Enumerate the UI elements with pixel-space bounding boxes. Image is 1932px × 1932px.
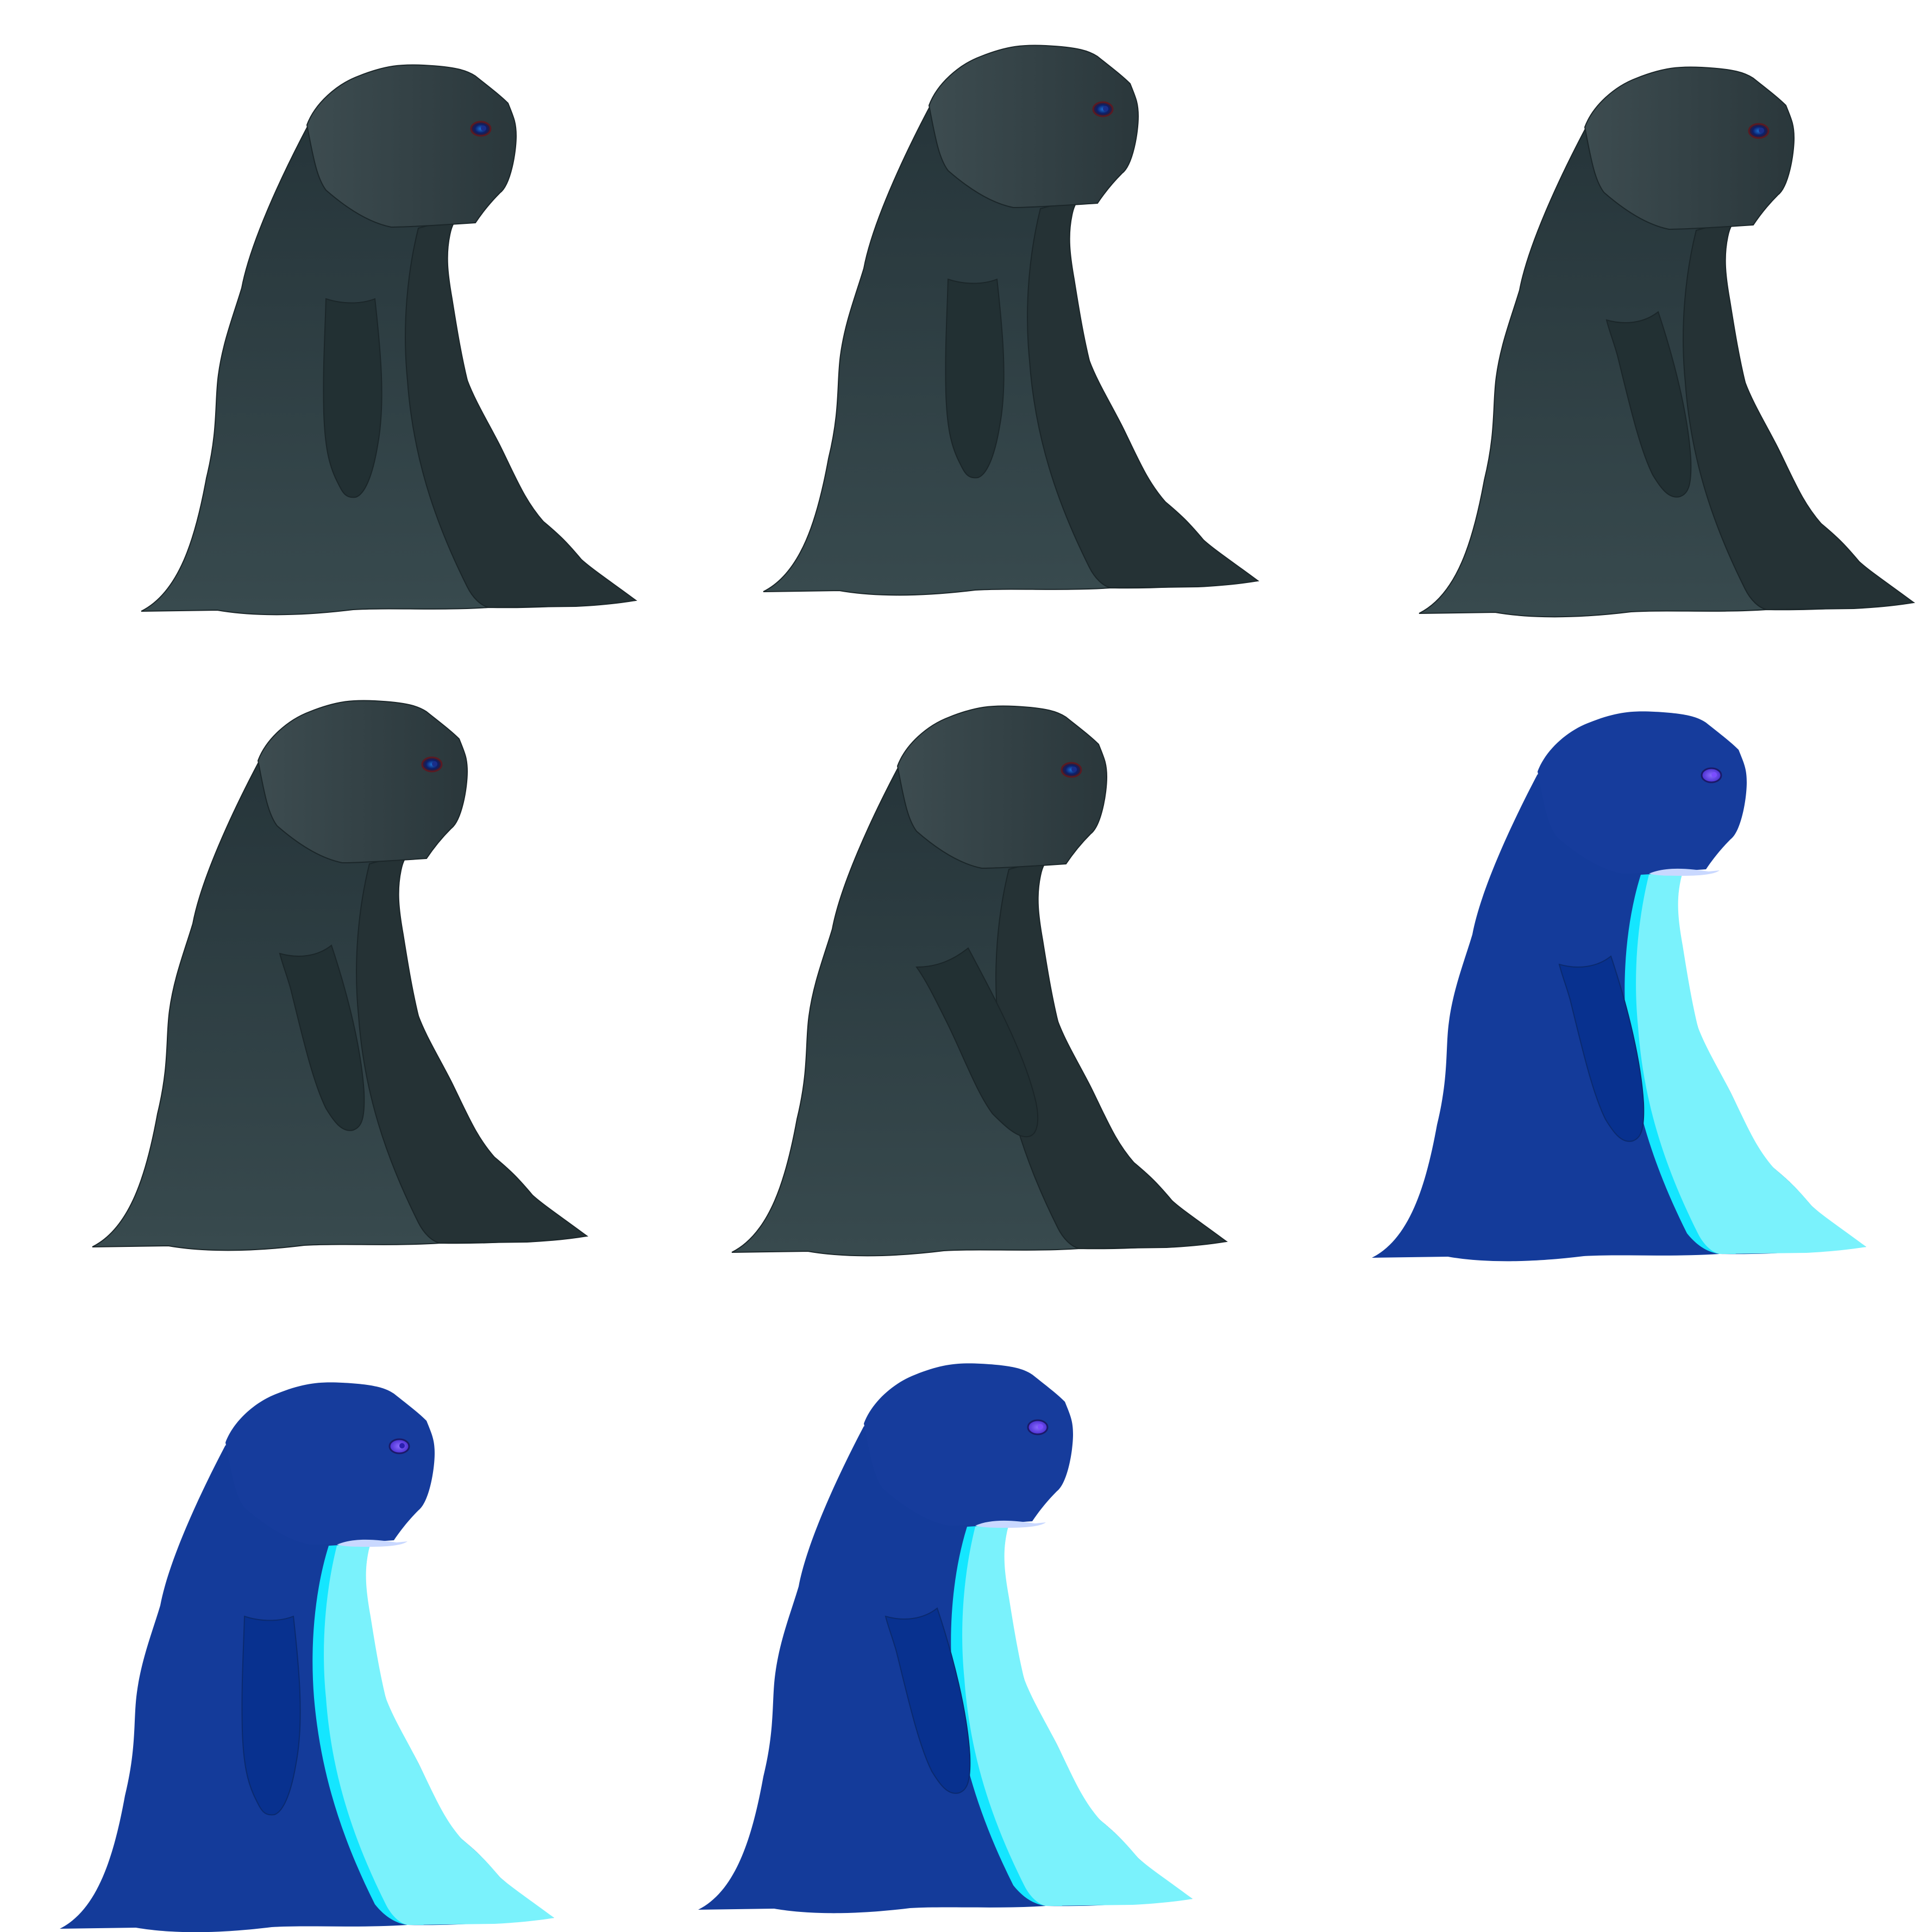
creature-head [257,700,468,864]
eye-pupil [1759,128,1764,133]
creature-eye [421,756,443,773]
creature-front-panel [1027,197,1259,589]
creature-arm [1605,311,1692,498]
figure-6 [1372,711,1866,1262]
eye-pupil [481,126,486,131]
creature-head [306,64,517,228]
eye-pupil [1711,772,1717,777]
creature-arm [279,944,365,1131]
creature-eye [1701,767,1722,783]
eye-pupil [1071,767,1077,772]
creature-eye [388,1438,410,1454]
figure-4 [92,700,588,1251]
figure-5 [731,705,1228,1257]
creature-arm [1558,955,1645,1142]
figure-8 [698,1363,1193,1914]
figure-1 [141,64,637,616]
creature-arm [885,1607,971,1794]
creature-eye [470,121,492,137]
creature-head [1538,711,1747,874]
creature-head [225,1382,435,1545]
creature-front-panel [405,217,637,609]
jaw-highlight [337,1539,407,1547]
creature-front-panel [324,1535,554,1925]
creature-head [896,705,1108,869]
creature-head [1584,66,1795,230]
figure-3 [1419,66,1915,618]
creature-head [864,1363,1073,1526]
creature-head [928,45,1139,209]
creature-eye [1092,101,1114,117]
creature-arm [241,1615,301,1816]
eye-pupil [432,761,437,767]
creature-eye [1748,123,1770,139]
eye-pupil [399,1443,405,1448]
creature-arm [323,298,382,498]
creature-front-panel [1683,219,1915,611]
jaw-highlight [975,1520,1046,1528]
creature-front-panel [1636,864,1866,1254]
jaw-highlight [1649,868,1720,876]
creature-arm [915,947,1039,1138]
creature-eye [1061,762,1082,778]
creature-front-panel [962,1516,1193,1906]
creature-eye [1027,1419,1049,1435]
creature-arm [945,278,1005,479]
creature-front-panel [356,852,588,1244]
figure-7 [60,1382,554,1932]
eye-pupil [1103,106,1108,111]
figure-2 [763,45,1259,596]
eye-pupil [1038,1424,1043,1429]
